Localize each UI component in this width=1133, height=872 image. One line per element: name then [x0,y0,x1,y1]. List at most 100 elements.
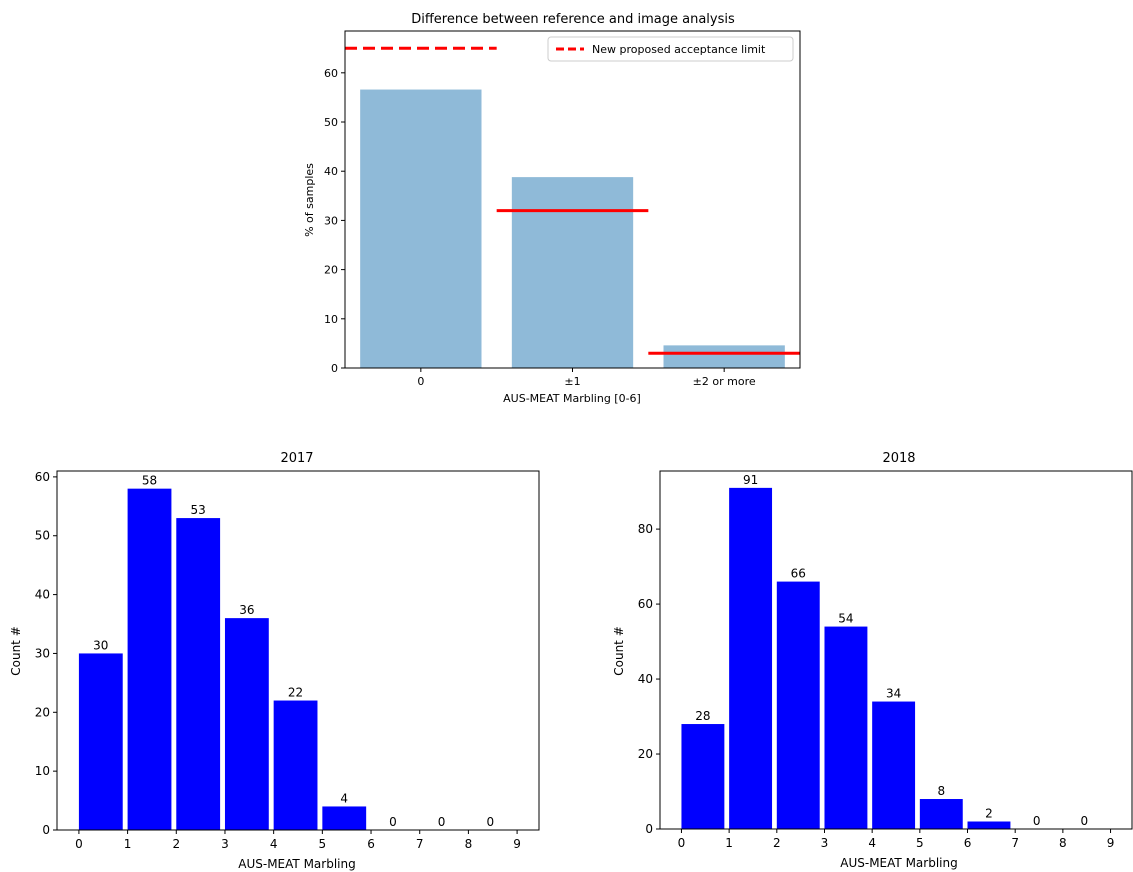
x-axis-label: AUS-MEAT Marbling [0-6] [503,392,641,405]
bar [78,653,123,830]
y-axis-label: Count # [9,626,23,676]
bar-value-label: 36 [239,603,254,617]
bar [967,821,1011,829]
x-tick-label: 7 [1011,836,1019,850]
bar-value-label: 0 [438,815,446,829]
legend-label: New proposed acceptance limit [592,43,766,56]
y-tick-label: 40 [324,165,338,178]
bar-value-label: 54 [838,612,853,626]
y-tick-label: 50 [324,116,338,129]
legend: New proposed acceptance limit [547,36,794,62]
y-tick-label: 10 [35,764,50,778]
x-tick-label: 8 [1059,836,1067,850]
x-tick-label: 6 [367,837,375,851]
bar [681,724,725,829]
bar-value-label: 0 [1033,814,1041,828]
y-tick-label: 40 [638,672,653,686]
acceptance-chart: Difference between reference and image a… [303,12,801,405]
y-tick-label: 60 [35,470,50,484]
x-tick-label: 2 [773,836,781,850]
bar [224,618,269,830]
bar-value-label: 22 [288,686,303,700]
x-tick-label: 2 [172,837,180,851]
bar [729,487,773,829]
x-tick-label: 0 [417,375,424,388]
x-tick-label: 9 [513,837,521,851]
x-tick-label: 9 [1107,836,1115,850]
bar [176,518,221,830]
chart-title: 2017 [280,451,313,466]
y-tick-label: 10 [324,313,338,326]
x-axis: 0 1 2 3 4 5 6 7 8 9 [678,829,1115,850]
bar [511,177,634,368]
x-axis-label: AUS-MEAT Marbling [238,857,355,871]
x-axis-label: AUS-MEAT Marbling [840,856,957,870]
y-tick-label: 60 [638,597,653,611]
y-tick-label: 0 [645,822,653,836]
data-labels: 30 58 53 36 22 4 0 0 0 [93,474,494,829]
bar-value-label: 34 [886,687,901,701]
y-tick-label: 30 [35,646,50,660]
y-tick-label: 20 [324,264,338,277]
bar-value-label: 0 [1081,814,1089,828]
bar [273,700,318,830]
y-tick-label: 40 [35,588,50,602]
chart-title: Difference between reference and image a… [411,12,735,27]
y-tick-label: 60 [324,67,338,80]
y-axis: 0 20 40 60 80 [638,522,660,836]
x-tick-label: 8 [465,837,473,851]
bar-value-label: 2 [985,807,993,821]
histogram-2017: 2017 30 58 53 36 22 4 0 0 0 0 1 2 3 4 5 6 7 8 9 0 10 20 30 40… [9,451,540,871]
y-tick-label: 80 [638,522,653,536]
y-tick-label: 0 [42,823,50,837]
y-axis: 0 10 20 30 40 50 60 [324,67,345,375]
bars [78,488,367,830]
x-tick-label: 0 [75,837,83,851]
y-axis-label: Count # [612,626,626,676]
bars [360,89,785,368]
y-tick-label: 30 [324,214,338,227]
bar [776,581,820,829]
y-tick-label: 0 [331,362,338,375]
bar [127,488,172,830]
y-tick-label: 20 [35,705,50,719]
bar [663,345,785,368]
acceptance-limit-lines [345,46,800,355]
bar-value-label: 53 [191,503,206,517]
chart-title: 2018 [882,451,915,466]
bar-value-label: 0 [486,815,494,829]
x-tick-label: 5 [319,837,327,851]
bar-value-label: 8 [937,784,945,798]
y-axis-label: % of samples [303,163,316,237]
bar [322,806,367,830]
x-tick-label: 0 [678,836,686,850]
legend-box [547,36,794,62]
bar [872,701,916,829]
bar-value-label: 0 [389,815,397,829]
x-tick-label: 3 [221,837,229,851]
x-tick-label: 1 [725,836,733,850]
bar-value-label: 4 [340,791,348,805]
x-tick-label: 6 [964,836,972,850]
x-tick-label: 1 [124,837,132,851]
bar-value-label: 30 [93,638,108,652]
bar [360,89,482,368]
plot-frame [659,470,1133,830]
bars [681,487,1011,829]
x-tick-label: 3 [821,836,829,850]
bar-value-label: 66 [791,567,806,581]
y-tick-label: 20 [638,747,653,761]
bar-value-label: 58 [142,474,157,488]
bar-value-label: 91 [743,473,758,487]
x-axis: 0 ±1 ±2 or more [417,368,756,388]
x-tick-label: ±2 or more [693,375,756,388]
x-axis: 0 1 2 3 4 5 6 7 8 9 [75,830,521,851]
bar [824,626,868,829]
y-tick-label: 50 [35,529,50,543]
data-labels: 28 91 66 54 34 8 2 0 0 [695,473,1088,828]
x-tick-label: 7 [416,837,424,851]
x-tick-label: 4 [868,836,876,850]
plot-frame [56,470,540,831]
x-tick-label: ±1 [564,375,580,388]
